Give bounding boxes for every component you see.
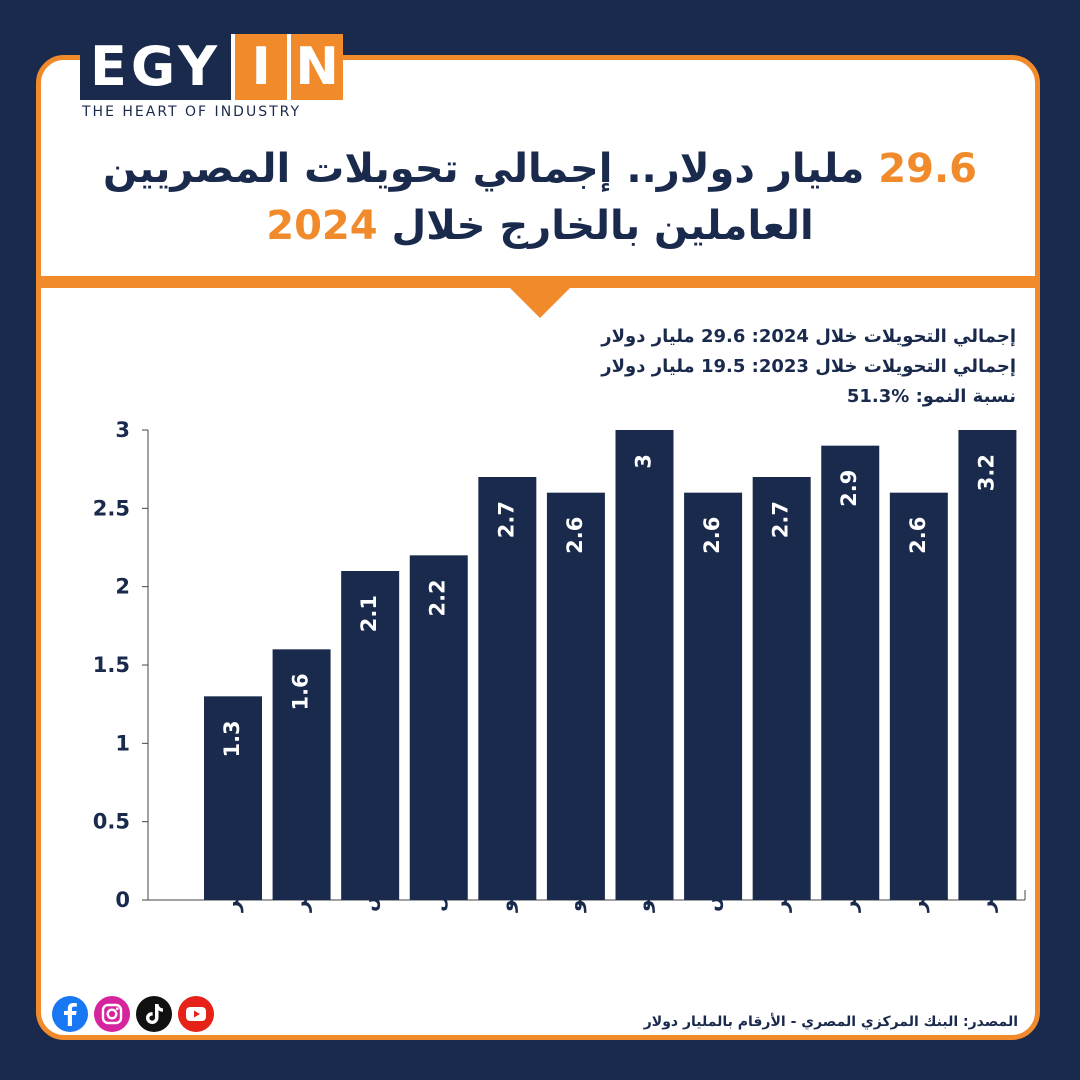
x-tick-label: فبراير [288,851,312,913]
headline-number: 29.6 [878,146,977,192]
bar-value-label: 2.1 [357,595,381,632]
x-tick-label: مايو [494,872,518,913]
x-tick-label: نوفمبر [905,845,929,913]
bar-value-label: 2.6 [906,517,930,554]
bar-value-label: 2.9 [837,470,861,507]
bar [684,492,743,900]
stat-growth: نسبة النمو: %51.3 [846,386,1016,407]
logo-tagline: THE HEART OF INDUSTRY [82,104,302,120]
logo-letter-n: N [291,34,344,100]
headline-line-1: 29.6 مليار دولار.. إجمالي تحويلات المصري… [40,146,1040,192]
bar-value-label: 1.6 [289,673,313,710]
headline-line-2: العاملين بالخارج خلال 2024 [40,203,1040,249]
headline-year: 2024 [266,203,378,249]
separator-bar [36,276,1040,288]
facebook-icon[interactable] [52,996,88,1032]
social-icons [52,996,220,1032]
bar [889,492,948,900]
logo-letter-i: I [235,34,288,100]
bar [409,555,468,900]
source-note: المصدر: البنك المركزي المصري - الأرقام ب… [643,1014,1018,1030]
bar-value-label: 1.3 [220,720,244,757]
x-tick-label: يوليو [631,864,655,913]
stat-total-2024: إجمالي التحويلات خلال 2024: 29.6 مليار د… [601,326,1016,347]
bar-value-label: 3.2 [974,454,998,491]
y-tick-label: 0.5 [93,810,130,834]
logo-egy-text: EGY [80,34,232,100]
brand-logo: EGY I N THE HEART OF INDUSTRY [80,34,344,120]
x-tick-label: يناير [220,869,244,913]
bar-value-label: 2.7 [494,501,518,538]
bar [341,571,400,900]
youtube-icon[interactable] [178,996,214,1032]
x-tick-label: أغسطس [698,823,724,912]
bar-value-label: 2.7 [769,501,793,538]
bar-value-label: 3 [632,454,656,469]
stat-total-2023: إجمالي التحويلات خلال 2023: 19.5 مليار د… [601,356,1016,377]
x-tick-label: مارس [357,853,381,912]
bar [478,477,537,900]
bar [204,696,262,900]
bar-value-label: 2.2 [426,579,450,616]
y-tick-label: 0 [115,888,130,912]
instagram-icon[interactable] [94,996,130,1032]
x-tick-label: أبريل [423,860,449,912]
bar-value-label: 2.6 [563,517,587,554]
headline-text-2: العاملين بالخارج خلال [391,203,814,249]
headline-text-1: مليار دولار.. إجمالي تحويلات المصريين [103,146,865,192]
y-tick-label: 1.5 [93,653,130,677]
y-tick-label: 2.5 [93,496,130,520]
bar-value-label: 2.6 [700,517,724,554]
logo-in-blocks: I N [235,34,347,100]
x-tick-label: يونيو [562,864,586,913]
separator-pointer [510,288,570,318]
x-tick-label: سبتمبر [768,842,792,913]
y-tick-label: 3 [115,418,130,442]
y-tick-label: 2 [115,575,130,599]
tiktok-icon[interactable] [136,996,172,1032]
y-tick-label: 1 [115,731,130,755]
bar [958,430,1017,900]
bar [546,492,605,900]
x-tick-label: ديسمبر [974,840,998,913]
x-tick-label: أكتوبر [835,853,861,913]
bar [272,649,331,900]
bar [821,445,880,900]
bar [752,477,811,900]
summary-stats: إجمالي التحويلات خلال 2024: 29.6 مليار د… [601,322,1016,412]
bar [615,430,674,900]
